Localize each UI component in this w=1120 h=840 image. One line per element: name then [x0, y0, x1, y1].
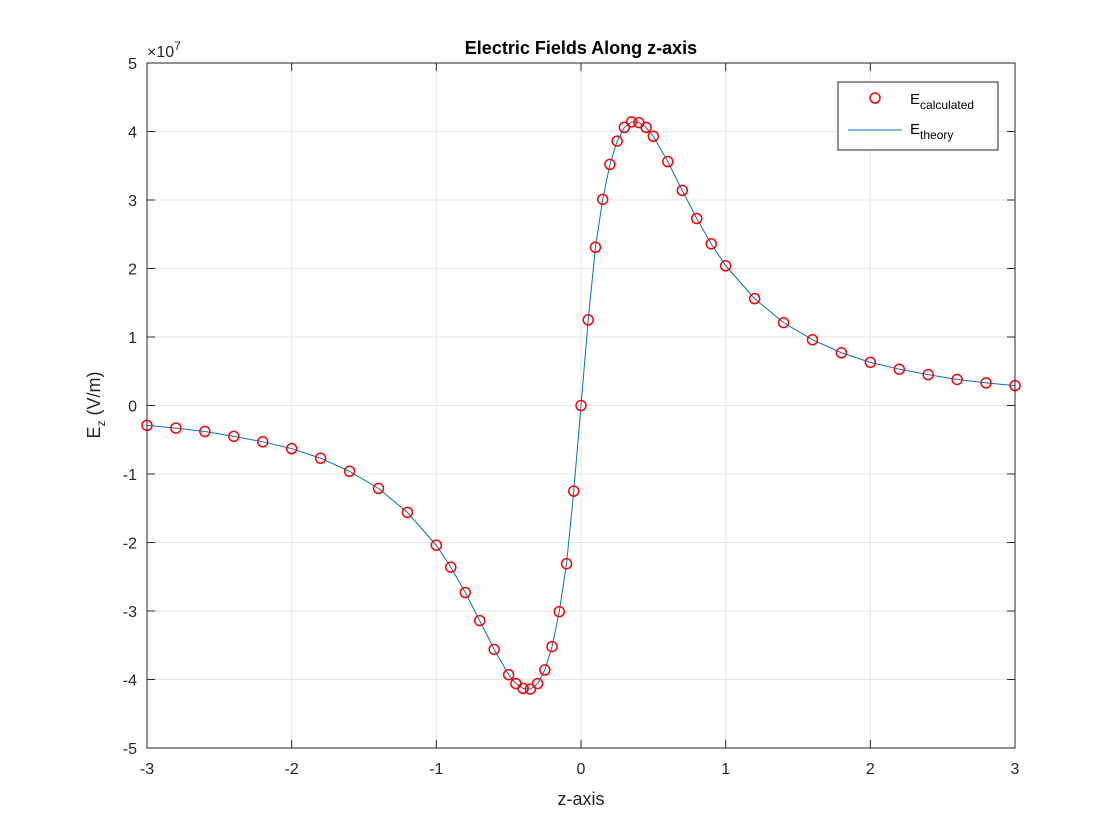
y-axis-title: Ez (V/m): [84, 371, 108, 438]
calculated-point: [777, 316, 790, 329]
chart-title: Electric Fields Along z-axis: [465, 38, 697, 58]
theory-series: [146, 121, 1016, 690]
calculated-series: [141, 116, 1021, 695]
calculated-point: [806, 333, 819, 346]
x-axis-title: z-axis: [557, 789, 604, 809]
calculated-point: [582, 314, 594, 326]
x-tick-label: 2: [866, 761, 875, 778]
theory-line: [146, 121, 1016, 690]
x-tick-label: -1: [429, 761, 443, 778]
calculated-point: [459, 586, 472, 599]
calculated-point: [170, 422, 182, 434]
calculated-point: [864, 356, 877, 369]
calculated-point: [560, 557, 573, 570]
calculated-point: [539, 664, 551, 676]
x-tick-label: 1: [721, 761, 730, 778]
calculated-point: [618, 121, 631, 134]
calculated-point: [922, 368, 934, 381]
calculated-point: [517, 682, 529, 695]
calculated-point: [575, 399, 587, 412]
legend-marker-calculated: [869, 92, 881, 104]
calculated-point: [719, 260, 732, 272]
calculated-point: [748, 292, 761, 305]
calculated-point: [662, 155, 674, 168]
calculated-point: [314, 452, 327, 464]
calculated-point: [502, 668, 515, 681]
ticks: -3 -2 -1 0 1 2 3 -5 -4 -3 -2 -1 0 1 2 3 4 5: [123, 56, 1020, 778]
calculated-point: [640, 121, 652, 134]
calculated-point: [488, 643, 500, 656]
calculated-point: [596, 193, 609, 206]
legend-label-theory: Etheory: [910, 121, 953, 142]
y-exponent-label: ×107: [147, 39, 181, 61]
y-tick-label: 0: [128, 399, 137, 416]
calculated-point: [531, 677, 544, 690]
x-tick-label: -3: [140, 761, 154, 778]
calculated-point: [546, 640, 558, 653]
calculated-point: [676, 184, 689, 197]
x-tick-label: 0: [577, 761, 586, 778]
y-tick-label: -5: [123, 741, 137, 758]
calculated-point: [372, 482, 385, 495]
y-tick-label: -4: [123, 673, 137, 690]
calculated-point: [430, 539, 443, 551]
y-tick-label: 4: [128, 125, 137, 142]
calculated-point: [199, 425, 211, 438]
calculated-point: [625, 116, 638, 128]
x-tick-label: -2: [285, 761, 299, 778]
calculated-point: [228, 430, 240, 443]
calculated-point: [445, 561, 457, 573]
calculated-point: [647, 130, 660, 143]
legend: Ecalculated Etheory: [837, 81, 999, 151]
calculated-point: [568, 485, 580, 497]
calculated-point: [604, 158, 616, 171]
calculated-point: [553, 605, 566, 618]
legend-box: [837, 81, 999, 151]
calculated-point: [893, 363, 906, 375]
calculated-point: [343, 465, 356, 478]
y-tick-label: 5: [128, 56, 137, 73]
calculated-point: [951, 373, 963, 386]
calculated-point: [524, 683, 537, 695]
calculated-point: [835, 347, 848, 359]
y-tick-label: 3: [128, 193, 137, 210]
y-tick-label: -2: [123, 536, 137, 553]
calculated-point: [401, 506, 414, 519]
calculated-point: [705, 238, 717, 250]
calculated-point: [980, 377, 992, 389]
x-tick-label: 3: [1011, 761, 1020, 778]
calculated-point: [256, 436, 269, 448]
calculated-point: [473, 614, 486, 627]
legend-label-calculated: Ecalculated: [910, 91, 974, 112]
calculated-point: [285, 442, 298, 455]
y-tick-label: 1: [128, 330, 137, 347]
calculated-point: [611, 135, 623, 147]
y-tick-label: 2: [128, 262, 137, 279]
plot-area: -3 -2 -1 0 1 2 3 -5 -4 -3 -2 -1 0 1 2 3 4 5: [123, 56, 1021, 778]
y-tick-label: -1: [123, 467, 137, 484]
calculated-point: [690, 212, 703, 225]
y-tick-label: -3: [123, 604, 137, 621]
calculated-point: [589, 241, 602, 254]
